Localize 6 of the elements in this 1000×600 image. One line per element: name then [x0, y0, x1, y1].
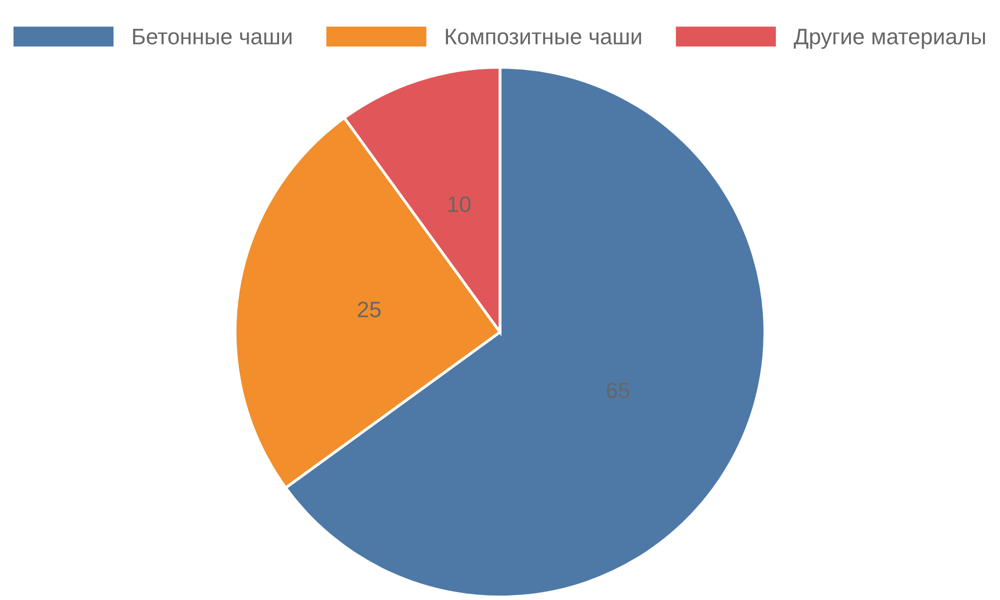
legend-label: Композитные чаши [446, 28, 642, 44]
data-label: 10 [448, 196, 471, 212]
legend-label: Бетонные чаши [133, 28, 292, 44]
data-label: 25 [358, 302, 381, 318]
legend-label: Другие материалы [794, 28, 985, 49]
data-label: 65 [606, 382, 630, 398]
